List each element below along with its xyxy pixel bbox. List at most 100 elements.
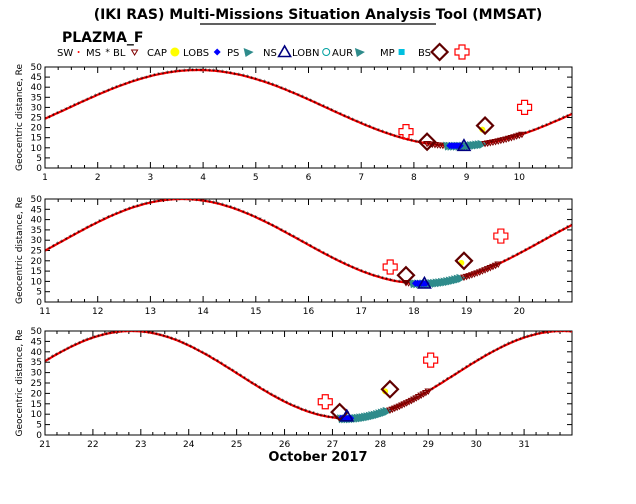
ms-point: * bbox=[308, 409, 312, 417]
ms-point: * bbox=[181, 340, 185, 348]
ms-point: * bbox=[488, 350, 492, 358]
x-tick-label: 2 bbox=[95, 173, 101, 183]
bs-crossing-marker bbox=[417, 132, 437, 152]
ms-point: * bbox=[364, 269, 368, 277]
ms-point: * bbox=[81, 98, 85, 106]
ms-point: * bbox=[174, 196, 178, 204]
ms-point: * bbox=[185, 342, 189, 350]
ms-point: * bbox=[315, 411, 319, 419]
ms-point: * bbox=[393, 278, 397, 286]
x-tick-label: 17 bbox=[355, 307, 366, 317]
ms-point: * bbox=[258, 77, 262, 85]
y-tick-label: 30 bbox=[31, 369, 43, 379]
legend-symbol-cap bbox=[170, 47, 180, 57]
ms-point: * bbox=[69, 104, 73, 112]
mp-crossing-marker bbox=[382, 259, 398, 275]
legend-symbol-bl bbox=[130, 49, 139, 56]
ms-point: * bbox=[532, 127, 536, 135]
ms-point: * bbox=[162, 333, 166, 341]
x-tick-label: 4 bbox=[200, 173, 206, 183]
legend-label-sw: SW bbox=[57, 48, 73, 59]
y-tick-label: 40 bbox=[31, 216, 43, 226]
ms-point: * bbox=[534, 331, 538, 339]
ms-point: * bbox=[266, 389, 270, 397]
ms-point: * bbox=[545, 329, 549, 337]
ms-point: * bbox=[187, 67, 191, 75]
legend-symbol-sw bbox=[77, 51, 80, 53]
ms-point: * bbox=[64, 236, 68, 244]
ms-point: * bbox=[335, 415, 339, 423]
ms-point: * bbox=[89, 335, 93, 343]
x-axis-label: October 2017 bbox=[268, 450, 367, 465]
ms-point: * bbox=[69, 234, 73, 242]
ms-point: * bbox=[520, 131, 524, 139]
y-axis-label: Geocentric distance, Re bbox=[15, 197, 25, 304]
ms-point: * bbox=[161, 197, 165, 205]
ms-point: * bbox=[102, 89, 106, 97]
ms-point: * bbox=[334, 109, 338, 117]
ms-point: * bbox=[116, 329, 120, 337]
ms-point: * bbox=[115, 211, 119, 219]
x-tick-label: 1 bbox=[42, 173, 48, 183]
ms-point: * bbox=[484, 353, 488, 361]
ms-point: * bbox=[123, 81, 127, 89]
ms-point: * bbox=[499, 344, 503, 352]
x-tick-label: 30 bbox=[470, 440, 482, 450]
ms-point: * bbox=[446, 376, 450, 384]
ms-point: * bbox=[423, 140, 427, 148]
ms-point: * bbox=[204, 351, 208, 359]
ms-point: * bbox=[166, 197, 170, 205]
ms-point: * bbox=[553, 328, 557, 336]
ms-point: * bbox=[288, 231, 292, 239]
ms-point: * bbox=[111, 86, 115, 94]
plot-title: (IKI RAS) Multi-Missions Situation Analy… bbox=[94, 7, 543, 23]
ms-point: * bbox=[545, 235, 549, 243]
ms-point: * bbox=[570, 222, 574, 230]
y-tick-label: 0 bbox=[36, 431, 42, 441]
y-tick-label: 45 bbox=[31, 73, 42, 83]
x-tick-label: 16 bbox=[303, 307, 315, 317]
legend-label-cap: CAP bbox=[147, 48, 167, 59]
ms-point: * bbox=[389, 277, 393, 285]
x-tick-label: 26 bbox=[279, 440, 291, 450]
ms-point: * bbox=[78, 340, 82, 348]
ms-point: * bbox=[355, 266, 359, 274]
y-tick-label: 10 bbox=[31, 144, 43, 154]
x-tick-label: 23 bbox=[135, 440, 146, 450]
ms-point: * bbox=[47, 356, 51, 364]
legend-label-lobs: LOBS bbox=[183, 48, 209, 59]
ms-point: * bbox=[101, 332, 105, 340]
x-tick-label: 8 bbox=[411, 173, 417, 183]
ms-point: * bbox=[558, 117, 562, 125]
ms-point: * bbox=[136, 77, 140, 85]
legend-symbol-ms: * bbox=[105, 48, 110, 58]
ms-point: * bbox=[271, 222, 275, 230]
ms-point: * bbox=[402, 135, 406, 143]
ms-point: * bbox=[402, 279, 406, 287]
ms-point: * bbox=[212, 68, 216, 76]
ms-point: * bbox=[128, 79, 132, 87]
y-tick-label: 5 bbox=[36, 154, 42, 164]
ms-point: * bbox=[43, 358, 47, 366]
ms-point: * bbox=[396, 404, 400, 412]
y-tick-label: 20 bbox=[31, 257, 43, 267]
ms-point: * bbox=[566, 224, 570, 232]
y-tick-label: 15 bbox=[31, 400, 42, 410]
ms-point: * bbox=[414, 138, 418, 146]
ns-marker bbox=[417, 275, 432, 289]
ms-point: * bbox=[565, 328, 569, 336]
legend-symbol-lobn bbox=[322, 48, 331, 56]
ms-point: * bbox=[330, 107, 334, 115]
ms-point: * bbox=[273, 394, 277, 402]
x-tick-label: 31 bbox=[518, 440, 529, 450]
x-tick-label: 3 bbox=[148, 173, 154, 183]
ms-point: * bbox=[406, 136, 410, 144]
ms-point: * bbox=[220, 69, 224, 77]
ms-point: * bbox=[123, 207, 127, 215]
x-tick-label: 19 bbox=[461, 307, 473, 317]
ps-point bbox=[456, 273, 467, 283]
ms-point: * bbox=[157, 198, 161, 206]
legend-symbol-ps bbox=[243, 48, 254, 57]
ms-point: * bbox=[558, 229, 562, 237]
